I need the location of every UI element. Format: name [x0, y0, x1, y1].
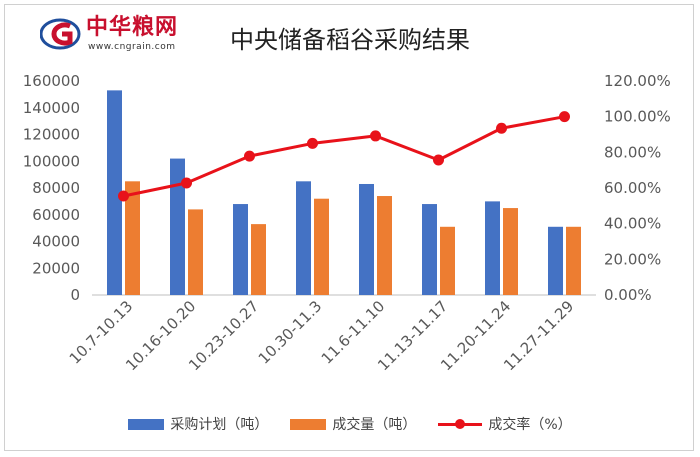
y-right-tick-label: 120.00%	[604, 72, 671, 90]
y-left-tick-label: 40000	[32, 233, 80, 251]
bar-plan	[359, 183, 374, 295]
y-left-tick-label: 140000	[23, 99, 80, 117]
y-right-tick-label: 20.00%	[604, 250, 661, 268]
y-right-tick-label: 60.00%	[604, 179, 661, 197]
legend-label-plan: 采购计划（吨）	[170, 417, 269, 433]
legend: 采购计划（吨） 成交量（吨） 成交率（%）	[0, 412, 700, 436]
legend-item-plan: 采购计划（吨）	[128, 414, 268, 434]
rate-line	[123, 115, 565, 198]
chart-title: 中央储备稻谷采购结果	[230, 26, 470, 54]
logo-url: www.cngrain.com	[88, 42, 176, 52]
legend-swatch-deal	[290, 418, 327, 430]
rate-point	[496, 122, 507, 134]
legend-label-deal: 成交量（吨）	[332, 417, 417, 433]
rate-point	[244, 150, 255, 162]
y-right-tick-label: 0.00%	[604, 286, 652, 304]
bar-deal	[566, 226, 581, 295]
bar-deal	[314, 198, 329, 295]
y-left-tick-label: 60000	[32, 206, 80, 224]
bar-plan	[485, 201, 500, 295]
legend-swatch-rate	[438, 418, 483, 430]
bar-plan	[422, 204, 437, 295]
y-right-tick-label: 80.00%	[604, 143, 661, 161]
bar-deal	[503, 208, 518, 295]
x-tick-label: 10.30-11.3	[255, 297, 326, 368]
bar-deal	[251, 224, 266, 295]
bar-plan	[107, 90, 122, 295]
y-right-tick-label: 100.00%	[604, 108, 671, 126]
y-left-tick-label: 0	[70, 286, 80, 304]
legend-label-rate: 成交率（%）	[488, 417, 572, 433]
bar-plan	[296, 181, 311, 295]
logo-text: 中华粮网	[86, 15, 179, 40]
y-left-tick-label: 100000	[23, 152, 80, 170]
logo: 中华粮网 www.cngrain.com	[40, 14, 220, 56]
rate-point	[559, 111, 570, 123]
legend-item-deal: 成交量（吨）	[290, 414, 416, 434]
rate-point	[118, 190, 129, 202]
y-left-tick-label: 80000	[32, 179, 80, 197]
y-right-tick-label: 40.00%	[604, 215, 661, 233]
bar-plan	[170, 158, 185, 295]
bar-deal	[440, 226, 455, 295]
y-left-tick-label: 120000	[23, 126, 80, 144]
bar-deal	[125, 181, 140, 295]
bar-deal	[188, 209, 203, 295]
rate-point	[181, 177, 192, 189]
y-left-tick-label: 20000	[32, 259, 80, 277]
bar-plan	[233, 204, 248, 295]
bar-plan	[548, 226, 563, 295]
rate-point	[370, 130, 381, 142]
legend-item-rate: 成交率（%）	[438, 414, 572, 434]
legend-swatch-plan	[128, 418, 165, 430]
cngrain-logo-icon	[40, 18, 81, 50]
rate-point	[433, 154, 444, 166]
bar-deal	[377, 196, 392, 295]
rate-point	[307, 137, 318, 149]
y-left-tick-label: 160000	[23, 72, 80, 90]
